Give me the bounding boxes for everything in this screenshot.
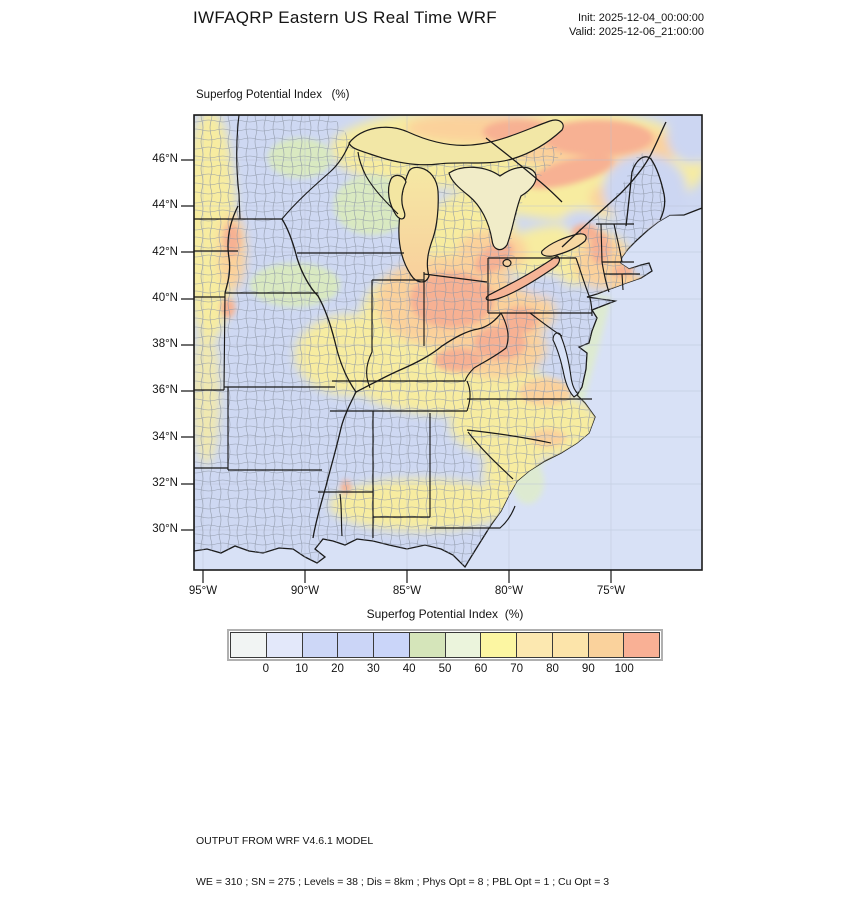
colorbar: [227, 629, 663, 661]
colorbar-tick-label: 80: [546, 663, 559, 675]
valid-time-label: Valid: 2025-12-06_21:00:00: [569, 26, 704, 38]
page-title: IWFAQRP Eastern US Real Time WRF: [192, 8, 497, 27]
colorbar-cell: [265, 633, 302, 657]
colorbar-cell: [551, 633, 588, 657]
ohio-river: [355, 312, 502, 393]
state-boundaries: [194, 115, 640, 538]
axis-tick-marks: [181, 159, 612, 583]
lon-tick-label: 80°W: [494, 585, 524, 597]
lon-tick-label: 75°W: [596, 585, 626, 597]
colorbar-tick-label: 100: [614, 663, 634, 675]
colorbar-cell: [231, 633, 266, 657]
map-frame: [193, 114, 703, 571]
colorbar-tick-label: 90: [581, 663, 595, 675]
colorbar-tick-label: 20: [331, 663, 344, 675]
lat-tick-label: 42°N: [152, 245, 178, 258]
map-plot-area: [194, 115, 702, 570]
colorbar-tick-label: 0: [262, 663, 270, 675]
ottawa-river: [485, 137, 563, 203]
lon-tick-label: 85°W: [392, 585, 422, 597]
model-info-footer: OUTPUT FROM WRF V4.6.1 MODEL WE = 310 ; …: [196, 808, 609, 903]
colorbar-cell: [480, 633, 516, 657]
init-time-label: Init: 2025-12-04_00:00:00: [578, 12, 704, 24]
colorbar-tick-label: 50: [438, 663, 452, 675]
colorbar-tick-label: 70: [510, 663, 524, 675]
colorbar-cell: [337, 633, 373, 657]
missouri-river: [224, 205, 239, 294]
lon-tick-label: 95°W: [188, 585, 218, 597]
chesapeake-bay: [552, 332, 579, 398]
colorbar-cell: [623, 633, 659, 657]
colorbar-tick-label: 30: [366, 663, 380, 675]
mississippi-river: [281, 218, 357, 539]
footer-line1: OUTPUT FROM WRF V4.6.1 MODEL: [196, 835, 374, 847]
lat-tick-label: 40°N: [152, 291, 178, 304]
footer-line2: WE = 310 ; SN = 275 ; Levels = 38 ; Dis …: [196, 875, 610, 888]
colorbar-cell: [516, 633, 552, 657]
colorbar-tick-label: 10: [295, 663, 309, 675]
rivers-and-borders: [224, 121, 667, 539]
lat-tick-label: 44°N: [152, 199, 178, 212]
wrf-plot-page: { "header": { "title": "IWFAQRP Eastern …: [152, 8, 704, 888]
st-lawrence-river: [561, 121, 667, 248]
colorbar-cell: [301, 633, 338, 657]
colorbar-cell: [408, 633, 445, 657]
wrf-map-canvas: [181, 114, 703, 583]
lat-tick-label: 30°N: [152, 523, 178, 535]
lake-huron: [448, 166, 537, 251]
lat-tick-label: 46°N: [152, 153, 178, 165]
lat-tick-label: 38°N: [152, 338, 178, 350]
colorbar-cell: [373, 633, 409, 657]
lake-michigan: [398, 166, 439, 283]
colorbar-cell: [444, 633, 481, 657]
lat-tick-label: 34°N: [152, 430, 178, 443]
colorbar-tick-label: 60: [474, 663, 488, 675]
run-times: Init: 2025-12-04_00:00:00 Valid: 2025-12…: [569, 11, 704, 39]
field-label: Superfog Potential Index (%): [196, 89, 350, 101]
colorbar-title: Superfog Potential Index (%): [366, 607, 524, 621]
colorbar-tick-label: 40: [402, 663, 416, 675]
lat-tick-label: 36°N: [152, 384, 178, 397]
lake-superior: [348, 119, 564, 166]
lon-tick-label: 90°W: [290, 585, 320, 597]
great-lakes: [348, 119, 587, 301]
lake-st-clair: [502, 258, 512, 268]
colorbar-cell: [587, 633, 624, 657]
maine-canada-border: [625, 156, 666, 227]
lat-tick-label: 32°N: [152, 476, 178, 489]
